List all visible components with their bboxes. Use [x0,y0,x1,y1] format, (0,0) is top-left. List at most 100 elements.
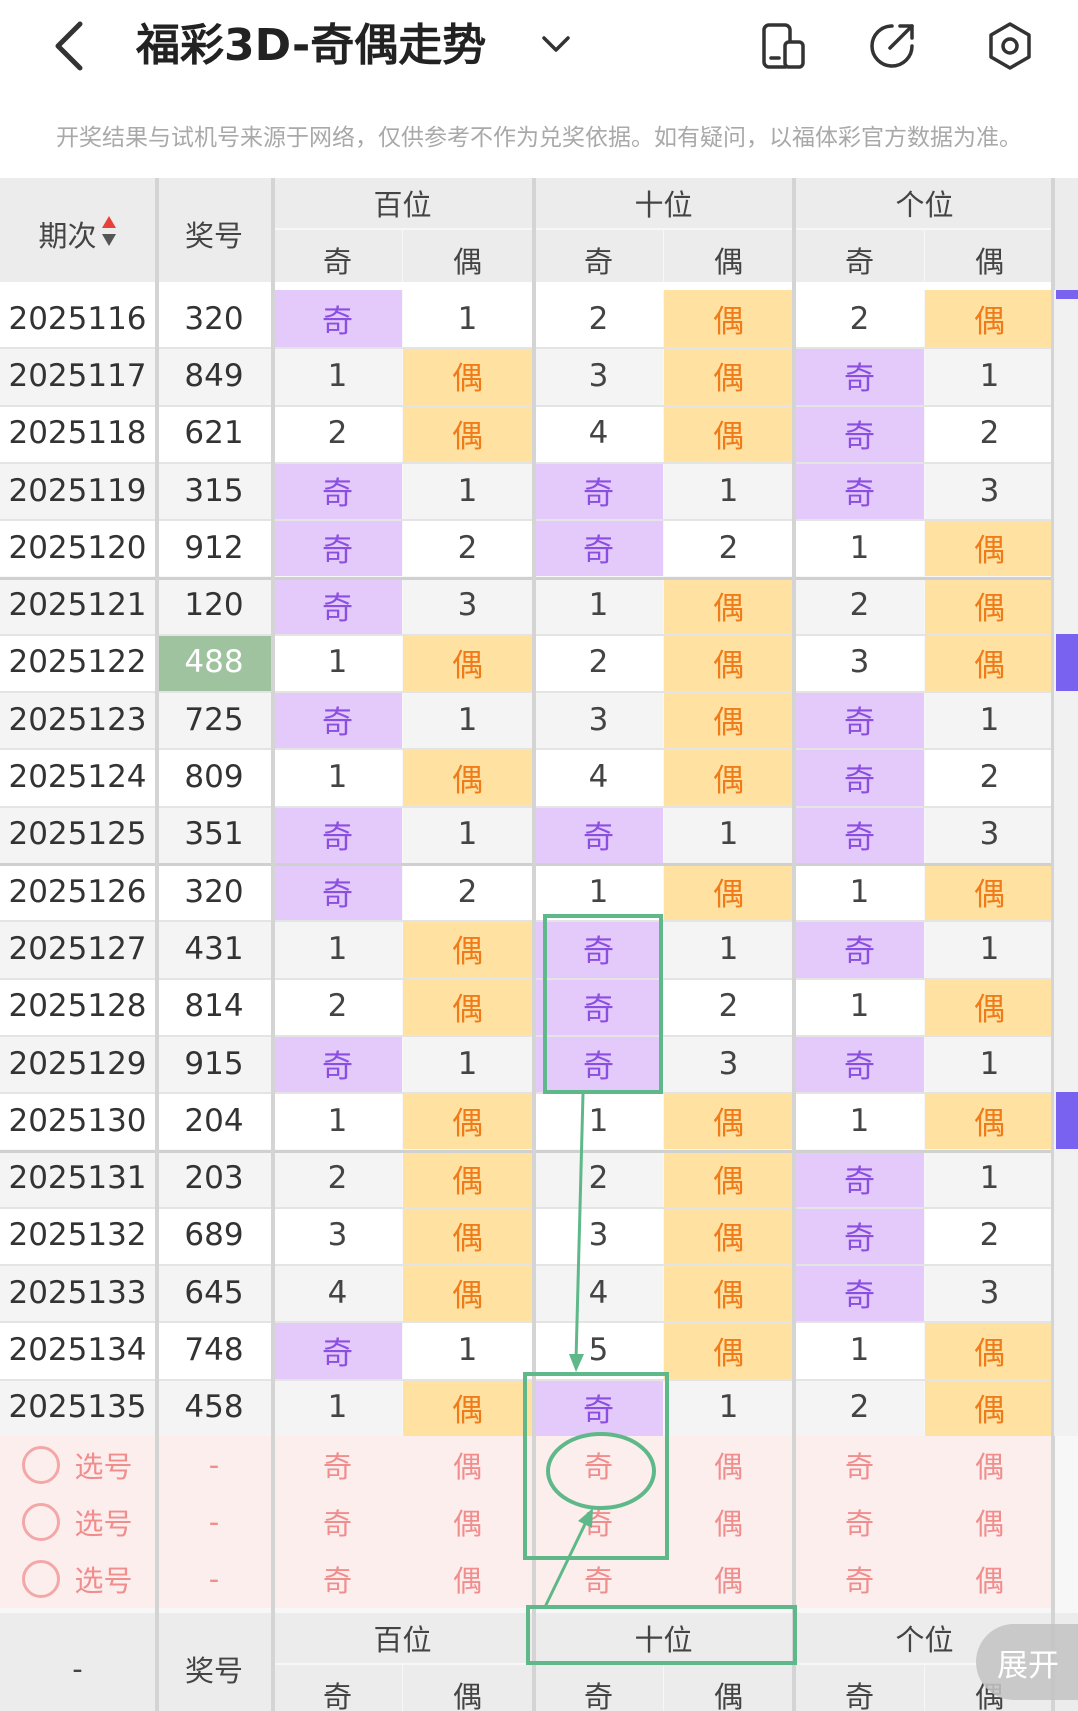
select-option-odd[interactable]: 奇 [322,1449,352,1484]
even-hit-cell: 偶 [664,290,793,348]
chevron-down-icon[interactable] [536,24,576,64]
select-option-odd[interactable]: 奇 [844,1564,874,1599]
side-scroll-strip[interactable] [1054,290,1078,1436]
even-hit-cell: 偶 [403,1092,532,1150]
phone-icon[interactable] [757,20,809,72]
table-row[interactable]: 2025123 725 奇 1 3 偶奇 1 [0,691,1078,749]
table-row[interactable]: 2025117 849 1 偶 3 偶奇 1 [0,347,1078,405]
table_header-period-label: 期次 [38,219,97,253]
select-toggle[interactable]: 选号 [0,1551,155,1608]
select-option-odd[interactable]: 奇 [844,1506,874,1541]
table-row[interactable]: 2025120 912 奇 2 奇 2 1 偶 [0,519,1078,577]
even-hit-cell: 偶 [925,1092,1054,1150]
table-row[interactable]: 2025119 315 奇 1 奇 1 奇 3 [0,461,1078,520]
table-row[interactable]: 2025130 204 1 偶 1 偶 1 偶 [0,1092,1078,1150]
select-toggle[interactable]: 选号 [0,1436,155,1493]
table-row[interactable]: 2025116 320 奇 1 2 偶 2 偶 [0,290,1078,348]
sort-arrows-icon[interactable] [101,214,117,255]
side-marker [1056,1092,1078,1150]
table-row[interactable]: 2025122 488 1 偶 2 偶 3 偶 [0,633,1078,692]
table-row[interactable]: 2025133 645 4 偶 4 偶奇 3 [0,1264,1078,1322]
column-divider [1051,178,1055,1711]
page-title[interactable]: 福彩3D-奇偶走势 [136,20,487,71]
select-option-even[interactable]: 偶 [974,1506,1004,1541]
even-hit-cell: 偶 [925,1378,1054,1436]
radio-circle-icon[interactable] [22,1502,61,1541]
select-option-even[interactable]: 偶 [452,1449,482,1484]
table-row[interactable]: 2025134 748 奇 1 5 偶 1 偶 [0,1321,1078,1379]
even-hit-cell: 偶 [925,977,1054,1035]
table-row[interactable]: 2025131 203 2 偶 2 偶奇 1 [0,1149,1078,1207]
miss-count-cell: 1 [403,1321,532,1379]
table-row[interactable]: 2025125 351 奇 1 奇 1 奇 3 [0,805,1078,863]
select-option-even[interactable]: 偶 [713,1506,743,1541]
miss-count-cell: 1 [795,1092,924,1150]
period-cell: 2025126 [0,863,155,921]
table_header-period-header[interactable]: 期次 [0,178,155,290]
select-option-even[interactable]: 偶 [452,1506,482,1541]
select-option-odd[interactable]: 奇 [322,1564,352,1599]
select-row[interactable]: 选号 - 奇 偶 奇 偶 奇 偶 [0,1550,1054,1608]
select-option-odd[interactable]: 奇 [322,1506,352,1541]
number-cell: 689 [157,1206,271,1265]
even-hit-cell: 偶 [664,691,793,749]
miss-count-cell: 4 [534,1264,663,1322]
number-cell: 809 [157,748,271,806]
table_header-group-1: 十位 [534,178,793,228]
select-option-even[interactable]: 偶 [713,1564,743,1599]
odd-hit-cell: 奇 [795,920,924,978]
select-option-odd[interactable]: 奇 [583,1449,613,1484]
radio-circle-icon[interactable] [22,1445,61,1484]
share-icon[interactable] [866,20,918,72]
select-option-odd[interactable]: 奇 [583,1564,613,1599]
odd-hit-cell: 奇 [795,748,924,806]
select-option-even[interactable]: 偶 [974,1564,1004,1599]
select-option-even[interactable]: 偶 [713,1449,743,1484]
column-divider [792,178,796,1711]
table-row[interactable]: 2025121 120 奇 3 1 偶 2 偶 [0,576,1078,634]
select-option-even[interactable]: 偶 [452,1564,482,1599]
footer_header-period-header[interactable]: - [0,1612,155,1711]
expand-button[interactable]: 展开 [976,1624,1078,1700]
odd-hit-cell: 奇 [273,805,402,863]
table_header-header: 期次 奖号 百位 十位 个位奇偶奇偶奇偶 [0,178,1078,290]
number-cell: 315 [157,461,271,520]
miss-count-cell: 2 [664,519,793,577]
even-hit-cell: 偶 [664,1092,793,1150]
footer_header-group-1: 十位 [534,1612,793,1663]
miss-count-cell: 3 [795,633,924,692]
period-cell: 2025123 [0,691,155,749]
even-hit-cell: 偶 [664,748,793,806]
miss-count-cell: 1 [534,863,663,921]
table-row[interactable]: 2025135 458 1 偶奇 1 2 偶 [0,1378,1078,1436]
table-row[interactable]: 2025124 809 1 偶 4 偶奇 2 [0,748,1078,806]
table-row[interactable]: 2025129 915 奇 1 奇 3 奇 1 [0,1034,1078,1093]
radio-circle-icon[interactable] [22,1560,61,1599]
miss-count-cell: 1 [403,805,532,863]
footer_header-group-0: 百位 [273,1612,532,1663]
even-hit-cell: 偶 [664,404,793,462]
miss-count-cell: 3 [925,461,1054,520]
partial-row-strip [0,282,1054,290]
settings-icon[interactable] [984,20,1036,72]
table-row[interactable]: 2025132 689 3 偶 3 偶奇 2 [0,1206,1078,1265]
odd-hit-cell: 奇 [273,461,402,520]
table-row[interactable]: 2025128 814 2 偶奇 2 1 偶 [0,977,1078,1035]
table-row[interactable]: 2025127 431 1 偶奇 1 奇 1 [0,920,1078,978]
miss-count-cell: 2 [403,519,532,577]
odd-hit-cell: 奇 [795,1034,924,1093]
select-option-odd[interactable]: 奇 [844,1449,874,1484]
table-row[interactable]: 2025118 621 2 偶 4 偶奇 2 [0,404,1078,462]
table-row[interactable]: 2025126 320 奇 2 1 偶 1 偶 [0,863,1078,921]
back-icon[interactable] [44,16,104,76]
period-cell: 2025132 [0,1206,155,1265]
select-option-odd[interactable]: 奇 [583,1506,613,1541]
even-hit-cell: 偶 [664,1149,793,1207]
table_header-group-0: 百位 [273,178,532,228]
even-hit-cell: 偶 [403,633,532,692]
miss-count-cell: 1 [403,461,532,520]
odd-hit-cell: 奇 [795,691,924,749]
period-cell: 2025135 [0,1378,155,1436]
select-option-even[interactable]: 偶 [974,1449,1004,1484]
select-toggle[interactable]: 选号 [0,1493,155,1550]
